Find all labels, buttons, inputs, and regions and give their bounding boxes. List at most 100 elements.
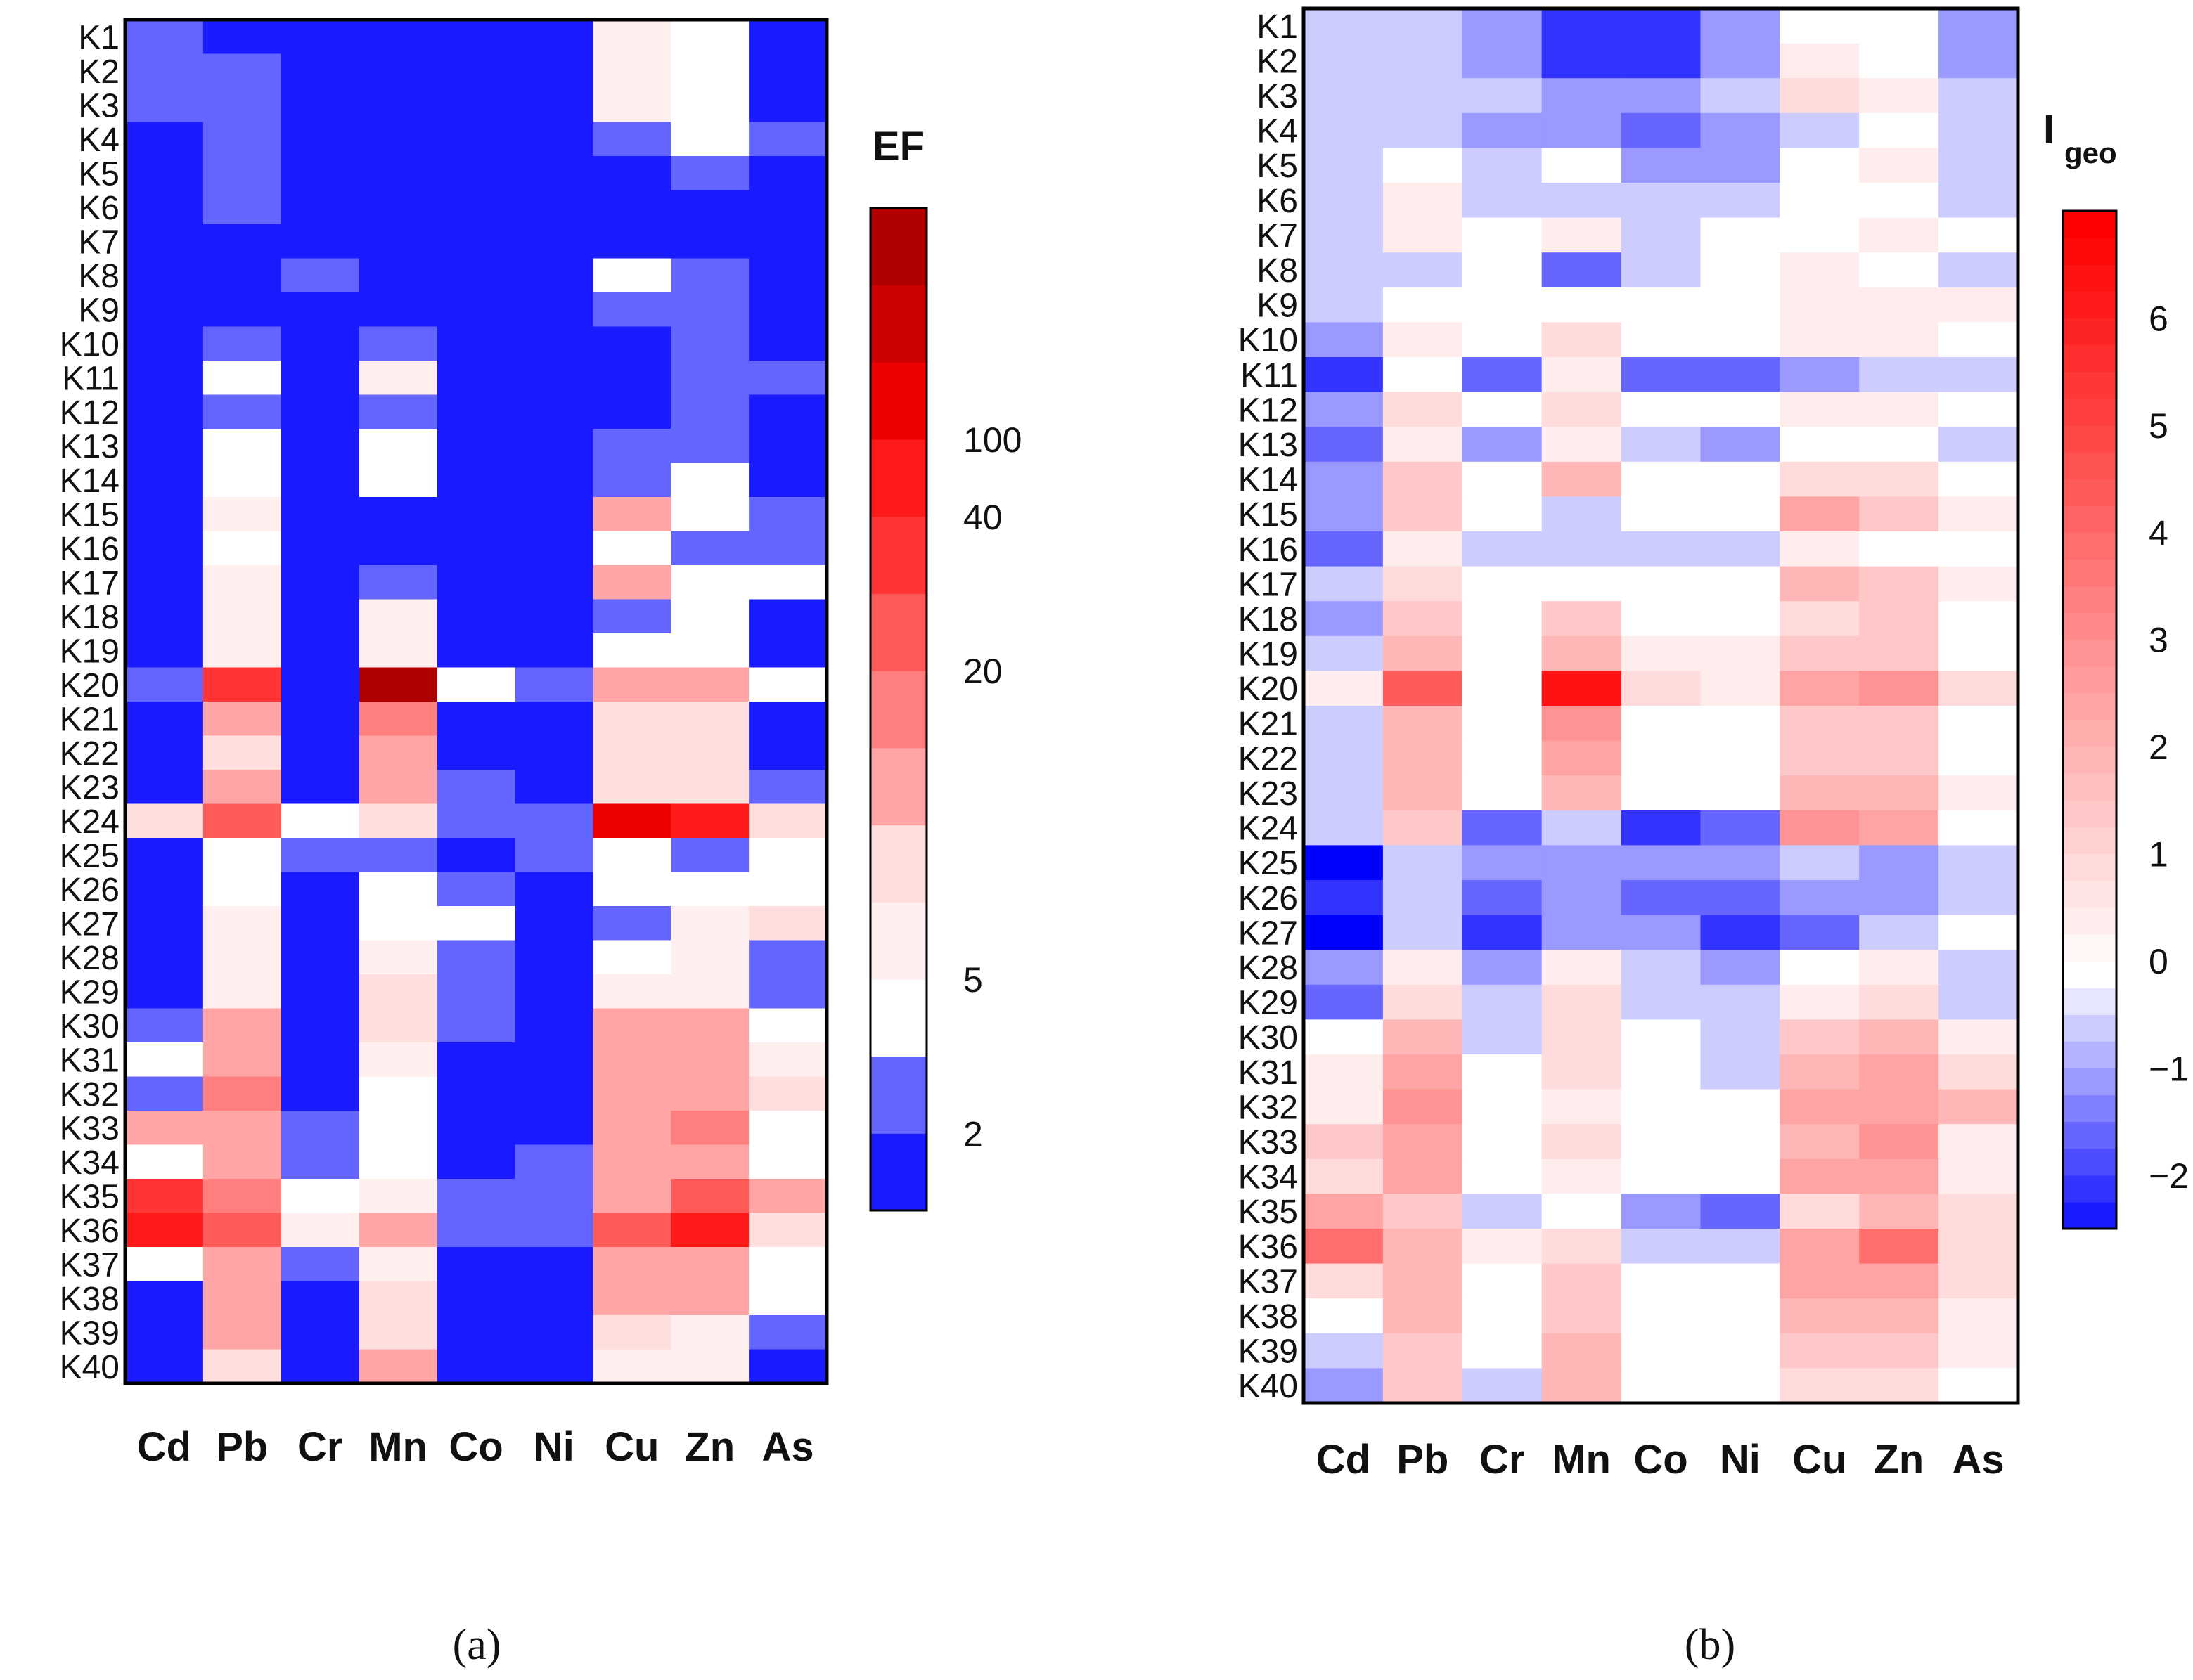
cell-K33-Zn (671, 1111, 750, 1146)
cell-K31-Ni (1700, 1054, 1780, 1090)
cell-K21-As (1938, 706, 2019, 742)
cell-K15-Cu (1780, 496, 1860, 532)
cell-K36-Pb (1382, 1229, 1463, 1265)
cell-K8-Pb (202, 258, 282, 293)
cell-K29-Cu (1780, 984, 1860, 1020)
cell-K28-Cr (281, 940, 360, 975)
cell-K16-Cr (281, 531, 360, 566)
cell-K38-Cr (1462, 1298, 1543, 1334)
cell-K8-Pb (1382, 252, 1463, 288)
colorbar-segment (870, 825, 927, 903)
cell-K18-Zn (671, 599, 750, 634)
cell-K10-Cu (593, 326, 671, 361)
cell-K26-Co (437, 872, 516, 907)
cell-K18-Cu (593, 599, 671, 634)
cell-K35-Zn (671, 1179, 750, 1214)
cell-K5-Cu (593, 156, 671, 191)
cell-K8-Cr (281, 258, 360, 293)
row-label: K15 (1238, 496, 1298, 534)
colorbar-tick-label: −1 (2149, 1049, 2189, 1088)
cell-K2-Mn (359, 53, 438, 89)
cell-K21-Ni (515, 702, 593, 737)
cell-K31-Ni (515, 1042, 593, 1078)
cell-K20-Pb (1382, 671, 1463, 706)
row-label: K32 (1238, 1089, 1298, 1126)
cell-K16-Ni (1700, 531, 1780, 567)
cell-K2-Cu (593, 53, 671, 89)
cell-K40-Cr (281, 1349, 360, 1384)
cell-K14-Cr (1462, 461, 1543, 497)
cell-K8-Cr (1462, 252, 1543, 288)
cell-K27-Pb (202, 906, 282, 941)
cell-K5-Cr (281, 156, 360, 191)
cell-K27-Pb (1382, 915, 1463, 950)
colorbar-tick-label: 3 (2149, 621, 2168, 660)
cell-K9-As (1938, 287, 2019, 323)
cell-K15-Co (1621, 496, 1702, 532)
row-label: K39 (60, 1314, 120, 1352)
cell-K26-Cr (1462, 880, 1543, 916)
cell-K8-Co (437, 258, 516, 293)
cell-K14-Cd (1304, 461, 1384, 497)
cell-K12-Zn (1859, 392, 1939, 427)
cell-K36-As (749, 1213, 828, 1248)
row-label: K26 (1238, 880, 1298, 917)
cell-K5-Pb (202, 156, 282, 191)
cell-K17-Cd (1304, 566, 1384, 602)
cell-K27-Cr (281, 906, 360, 941)
colorbar-segment (870, 593, 927, 671)
cell-K4-As (749, 122, 828, 157)
cell-K1-Zn (671, 20, 750, 55)
cell-K35-Cr (1462, 1194, 1543, 1229)
cell-K25-As (1938, 845, 2019, 881)
cell-K10-Cr (281, 326, 360, 361)
cell-K15-Cr (1462, 496, 1543, 532)
row-label: K25 (1238, 845, 1298, 882)
cell-K14-Pb (202, 463, 282, 498)
cell-K12-As (749, 394, 828, 429)
cell-K20-Zn (1859, 671, 1939, 706)
cell-K20-Cu (593, 667, 671, 702)
cell-K17-As (749, 565, 828, 600)
colorbar-segment (2063, 880, 2116, 908)
cell-K22-Cu (1780, 740, 1860, 776)
cell-K31-Pb (1382, 1054, 1463, 1090)
cell-K6-Pb (202, 190, 282, 225)
cell-K20-Cr (281, 667, 360, 702)
cell-K19-As (1938, 635, 2019, 671)
row-label: K2 (1256, 43, 1298, 80)
cell-K35-Mn (359, 1179, 438, 1214)
cell-K21-Mn (1541, 706, 1622, 742)
row-label: K19 (60, 633, 120, 670)
row-label: K28 (1238, 950, 1298, 987)
cell-K36-As (1938, 1229, 2019, 1265)
panel-b-igeo-heatmap: K1K2K3K4K5K6K7K8K9K10K11K12K13K14K15K16K… (1238, 6, 2189, 1669)
cell-K1-Co (1621, 8, 1702, 44)
cell-K4-Pb (202, 122, 282, 157)
cell-K26-Cd (125, 872, 204, 907)
cell-K3-Cu (593, 88, 671, 123)
cell-K20-Ni (515, 667, 593, 702)
cell-K16-Cd (1304, 531, 1384, 567)
cell-K23-Cu (593, 770, 671, 805)
cell-K23-Pb (1382, 775, 1463, 811)
row-label: K2 (78, 53, 120, 91)
cell-K21-Co (1621, 706, 1702, 742)
cell-K1-Mn (359, 20, 438, 55)
cell-K39-Mn (359, 1315, 438, 1350)
cell-K25-Co (1621, 845, 1702, 881)
cell-K2-Mn (1541, 43, 1622, 79)
cell-K10-Zn (671, 326, 750, 361)
cell-K27-Ni (515, 906, 593, 941)
cell-K37-Pb (1382, 1263, 1463, 1299)
cell-K28-Zn (671, 940, 750, 975)
cell-K25-Mn (359, 838, 438, 873)
cell-K29-Zn (671, 974, 750, 1009)
cell-K25-Ni (1700, 845, 1780, 881)
cell-K29-Mn (1541, 984, 1622, 1020)
cell-K35-Cd (1304, 1194, 1384, 1229)
row-label: K20 (1238, 671, 1298, 708)
cell-K39-Cr (281, 1315, 360, 1350)
row-label: K31 (1238, 1054, 1298, 1092)
cell-K7-Cu (593, 224, 671, 259)
